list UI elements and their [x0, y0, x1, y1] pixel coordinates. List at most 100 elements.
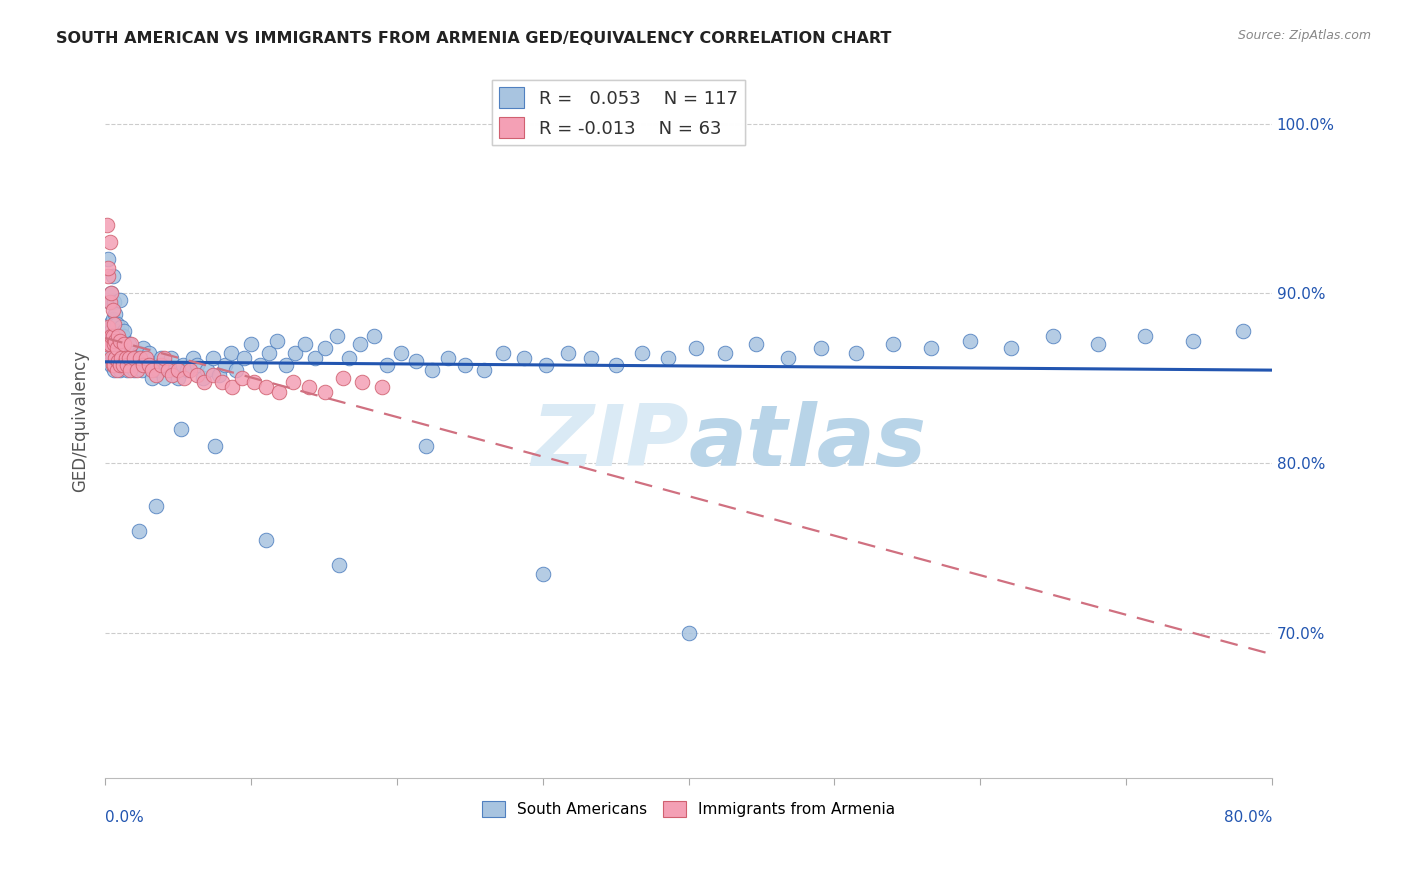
Point	[143, 358, 166, 372]
Point	[111, 329, 134, 343]
Point	[121, 337, 143, 351]
Point	[108, 334, 131, 348]
Point	[283, 375, 305, 389]
Point	[101, 329, 124, 343]
Point	[176, 363, 198, 377]
Point	[193, 375, 215, 389]
Point	[959, 334, 981, 348]
Point	[631, 346, 654, 360]
Point	[165, 363, 187, 377]
Point	[110, 320, 132, 334]
Point	[98, 346, 121, 360]
Point	[304, 351, 326, 365]
Point	[294, 337, 316, 351]
Point	[232, 351, 254, 365]
Point	[167, 363, 190, 377]
Point	[138, 346, 160, 360]
Point	[135, 351, 157, 365]
Point	[122, 346, 145, 360]
Point	[107, 354, 129, 368]
Point	[100, 351, 122, 365]
Point	[152, 371, 174, 385]
Point	[117, 337, 139, 351]
Point	[221, 380, 243, 394]
Point	[104, 341, 127, 355]
Point	[101, 311, 124, 326]
Point	[776, 351, 799, 365]
Point	[103, 334, 125, 348]
Point	[145, 368, 167, 382]
Point	[97, 269, 120, 284]
Point	[714, 346, 737, 360]
Point	[107, 329, 129, 343]
Point	[115, 358, 138, 372]
Point	[231, 371, 253, 385]
Point	[107, 324, 129, 338]
Point	[132, 341, 155, 355]
Point	[100, 324, 122, 338]
Point	[127, 363, 149, 377]
Point	[249, 358, 271, 372]
Point	[110, 351, 132, 365]
Point	[104, 334, 127, 348]
Point	[141, 371, 163, 385]
Point	[243, 375, 266, 389]
Point	[284, 346, 307, 360]
Point	[1042, 329, 1064, 343]
Point	[132, 358, 155, 372]
Legend: R =   0.053    N = 117, R = -0.013    N = 63: R = 0.053 N = 117, R = -0.013 N = 63	[492, 80, 745, 145]
Point	[115, 363, 138, 377]
Point	[657, 351, 679, 365]
Point	[128, 346, 150, 360]
Point	[103, 317, 125, 331]
Point	[97, 260, 120, 275]
Point	[474, 363, 496, 377]
Point	[121, 358, 143, 372]
Point	[146, 363, 169, 377]
Point	[96, 337, 118, 351]
Point	[337, 351, 360, 365]
Point	[420, 363, 443, 377]
Point	[149, 358, 172, 372]
Point	[96, 337, 118, 351]
Point	[100, 329, 122, 343]
Text: atlas: atlas	[689, 401, 927, 483]
Point	[105, 358, 128, 372]
Text: Source: ZipAtlas.com: Source: ZipAtlas.com	[1237, 29, 1371, 42]
Point	[579, 351, 602, 365]
Point	[181, 351, 204, 365]
Point	[104, 307, 127, 321]
Point	[531, 566, 554, 581]
Point	[219, 346, 242, 360]
Point	[105, 317, 128, 331]
Point	[211, 375, 233, 389]
Point	[375, 358, 398, 372]
Point	[100, 286, 122, 301]
Point	[118, 363, 141, 377]
Point	[1000, 341, 1022, 355]
Point	[98, 294, 121, 309]
Point	[534, 358, 557, 372]
Point	[107, 346, 129, 360]
Y-axis label: GED/Equivalency: GED/Equivalency	[72, 350, 89, 491]
Point	[101, 358, 124, 372]
Point	[170, 422, 193, 436]
Text: 0.0%: 0.0%	[105, 810, 143, 825]
Point	[254, 533, 277, 547]
Point	[257, 346, 280, 360]
Text: SOUTH AMERICAN VS IMMIGRANTS FROM ARMENIA GED/EQUIVALENCY CORRELATION CHART: SOUTH AMERICAN VS IMMIGRANTS FROM ARMENI…	[56, 31, 891, 46]
Point	[100, 286, 122, 301]
Point	[202, 368, 225, 382]
Point	[97, 252, 120, 267]
Point	[186, 358, 208, 372]
Point	[100, 358, 122, 372]
Point	[103, 358, 125, 372]
Point	[349, 337, 371, 351]
Point	[454, 358, 477, 372]
Point	[110, 351, 132, 365]
Point	[810, 341, 832, 355]
Point	[117, 351, 139, 365]
Point	[195, 363, 218, 377]
Point	[128, 524, 150, 539]
Point	[112, 337, 135, 351]
